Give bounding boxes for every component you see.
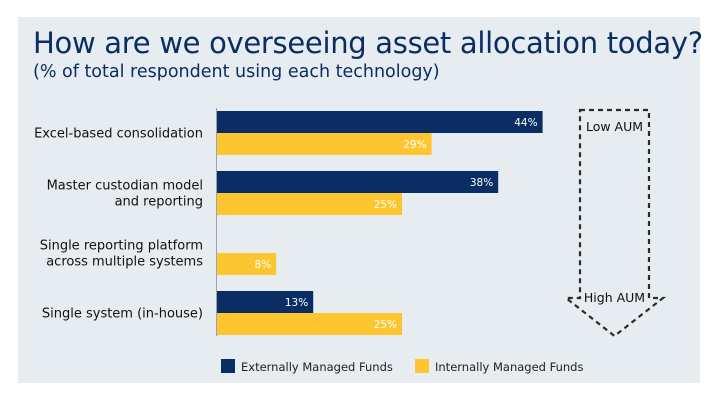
bar-s1-c3 xyxy=(217,313,402,335)
category-label-3-line-0: Single system (in-house) xyxy=(42,307,203,322)
value-label-s1-c0: 29% xyxy=(403,139,426,151)
value-label-s0-c3: 13% xyxy=(285,297,308,309)
legend-label-1: Internally Managed Funds xyxy=(435,360,583,374)
value-label-s1-c1: 25% xyxy=(374,199,397,211)
category-label-2-line-0: Single reporting platform xyxy=(40,239,203,254)
low-aum-label: Low AUM xyxy=(586,119,643,134)
bar-s1-c2 xyxy=(217,253,277,275)
category-label-1-line-1: and reporting xyxy=(115,195,203,210)
value-label-s1-c2: 8% xyxy=(255,259,272,271)
legend-label-0: Externally Managed Funds xyxy=(241,360,393,374)
bar-s0-c3 xyxy=(217,291,314,313)
category-label-1-line-0: Master custodian model xyxy=(47,179,203,194)
category-label-0-line-0: Excel-based consolidation xyxy=(34,127,203,142)
legend: Externally Managed Funds Internally Manag… xyxy=(221,359,583,374)
aum-arrow: Low AUM High AUM xyxy=(562,108,667,338)
bar-s1-c0 xyxy=(217,133,432,155)
bars-layer xyxy=(217,111,543,335)
labels-layer: Excel-based consolidation 44% 29% Master cu… xyxy=(34,117,538,331)
category-label-2-line-1: across multiple systems xyxy=(46,255,203,270)
bar-s1-c1 xyxy=(217,193,402,215)
legend-swatch-1 xyxy=(415,359,429,373)
legend-swatch-0 xyxy=(221,359,235,373)
value-label-s0-c1: 38% xyxy=(470,177,493,189)
bar-s0-c0 xyxy=(217,111,543,133)
chart-subtitle: (% of total respondent using each techno… xyxy=(33,62,440,82)
high-aum-label: High AUM xyxy=(584,290,645,305)
value-label-s0-c0: 44% xyxy=(514,117,537,129)
dashed-down-arrow-icon xyxy=(562,108,667,338)
bar-s0-c1 xyxy=(217,171,499,193)
chart-title: How are we overseeing asset allocation t… xyxy=(33,26,703,60)
value-label-s1-c3: 25% xyxy=(374,319,397,331)
